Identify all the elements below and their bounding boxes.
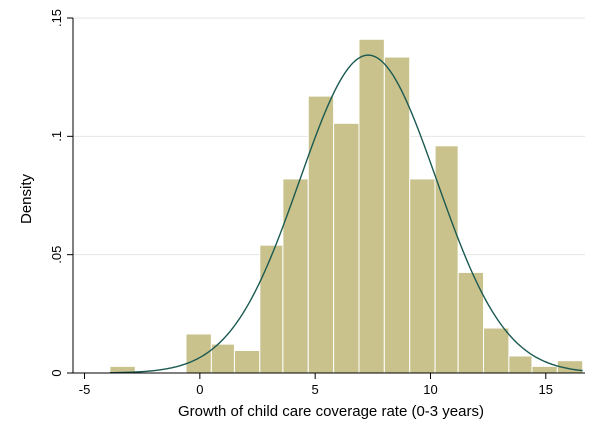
x-tick-label-2: 5 xyxy=(312,382,319,397)
histogram-bar-4 xyxy=(210,343,235,374)
y-tick-label-0: 0 xyxy=(49,369,64,376)
y-tick-label-3: .15 xyxy=(49,9,64,27)
axes xyxy=(72,18,585,374)
histogram-bar-15 xyxy=(483,327,510,374)
histogram-bar-6 xyxy=(259,244,284,374)
histogram-bar-5 xyxy=(233,350,261,374)
y-axis-ticks: 0 .05 .1 .15 xyxy=(49,9,73,377)
x-tick-label-4: 15 xyxy=(539,382,553,397)
histogram-bar-11 xyxy=(383,56,411,374)
x-tick-label-3: 10 xyxy=(423,382,437,397)
x-tick-label-0: -5 xyxy=(79,382,91,397)
x-axis-title: Growth of child care coverage rate (0-3 … xyxy=(178,403,484,420)
x-tick-label-1: 0 xyxy=(196,382,203,397)
histogram-bar-12 xyxy=(409,178,436,374)
histogram-bar-13 xyxy=(434,145,459,374)
histogram-bar-9 xyxy=(333,122,360,374)
y-axis-title: Density xyxy=(18,173,35,224)
histogram-bar-7 xyxy=(282,178,309,374)
density-curve-line xyxy=(109,54,583,374)
y-tick-label-2: .1 xyxy=(49,131,64,142)
histogram-bar-16 xyxy=(508,355,533,374)
histogram-bar-10 xyxy=(358,38,385,374)
y-tick-label-1: .05 xyxy=(49,246,64,264)
histogram-bar-8 xyxy=(307,95,335,374)
histogram-bar-17 xyxy=(531,365,558,374)
x-axis-ticks: -5 0 5 10 15 xyxy=(79,373,553,397)
histogram-bars xyxy=(109,38,584,374)
